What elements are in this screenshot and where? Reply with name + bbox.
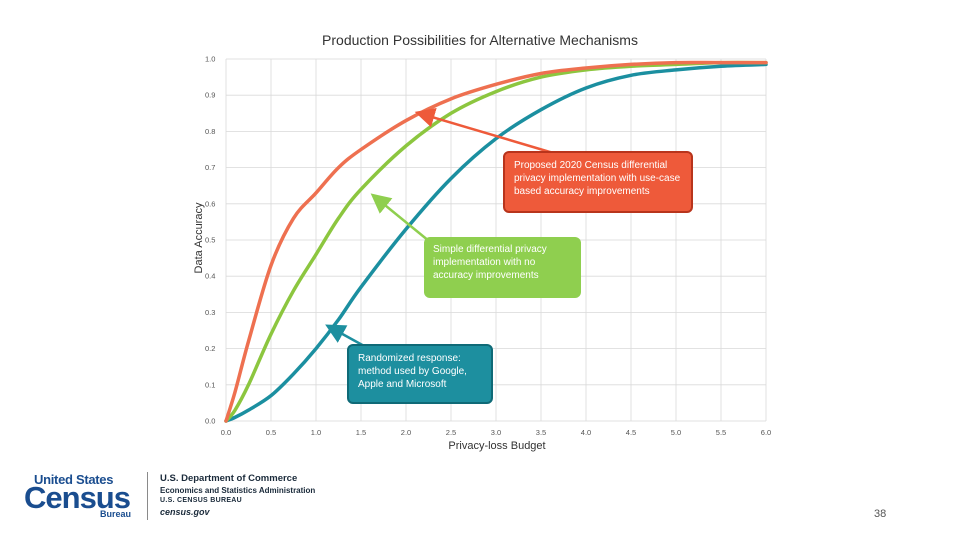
y-tick-1: 0.1 [205,380,215,389]
series-line-simple [224,60,768,423]
x-tick-8: 4.0 [581,428,591,437]
x-axis-label: Privacy-loss Budget [448,440,545,452]
x-tick-0: 0.0 [221,428,231,437]
series-line-randomized [224,62,768,423]
page-number: 38 [874,508,887,520]
arrow-proposed [414,107,561,157]
y-axis-label: Data Accuracy [193,202,205,273]
x-tick-labels: 0.0 0.5 1.0 1.5 2.0 2.5 3.0 3.5 4.0 4.5 5.0 5.5 6.0 [221,428,771,437]
y-tick-7: 0.7 [205,163,215,172]
logo-united-states: United States [34,472,114,487]
x-tick-2: 1.0 [311,428,321,437]
footer-website: census.gov [160,507,210,517]
callout-proposed: Proposed 2020 Census differential privac… [503,151,693,213]
y-tick-6: 0.6 [205,199,215,208]
logo-census: Census [24,480,131,515]
y-tick-9: 0.9 [205,91,215,100]
x-tick-10: 5.0 [671,428,681,437]
y-tick-labels: 0.0 0.1 0.2 0.3 0.4 0.5 0.6 0.7 0.8 0.9 1.0 [205,55,215,426]
footer-divider [147,472,148,520]
footer-administration: Economics and Statistics Administration [160,486,316,495]
y-tick-10: 1.0 [205,55,215,64]
x-tick-1: 0.5 [266,428,276,437]
y-tick-0: 0.0 [205,417,215,426]
y-tick-4: 0.4 [205,272,215,281]
footer-bureau: U.S. CENSUS BUREAU [160,497,243,504]
x-tick-4: 2.0 [401,428,411,437]
series-line-proposed [224,60,768,423]
series-lines [224,60,768,423]
logo-bureau: Bureau [100,509,132,519]
footer-department: U.S. Department of Commerce [160,473,298,484]
x-tick-9: 4.5 [626,428,636,437]
x-tick-6: 3.0 [491,428,501,437]
x-tick-3: 1.5 [356,428,366,437]
y-tick-2: 0.2 [205,344,215,353]
chart-title: Production Possibilities for Alternative… [322,32,638,48]
y-tick-5: 0.5 [205,236,215,245]
chart-grid [225,58,767,422]
callout-randomized: Randomized response: method used by Goog… [347,344,493,404]
footer-text: U.S. Department of Commerce Economics an… [160,473,315,518]
y-tick-3: 0.3 [205,308,215,317]
x-tick-12: 6.0 [761,428,771,437]
callout-simple: Simple differential privacy implementati… [424,237,581,298]
census-logo: United States Census Bureau [24,472,144,522]
y-tick-8: 0.8 [205,127,215,136]
x-tick-5: 2.5 [446,428,456,437]
x-tick-7: 3.5 [536,428,546,437]
x-tick-11: 5.5 [716,428,726,437]
